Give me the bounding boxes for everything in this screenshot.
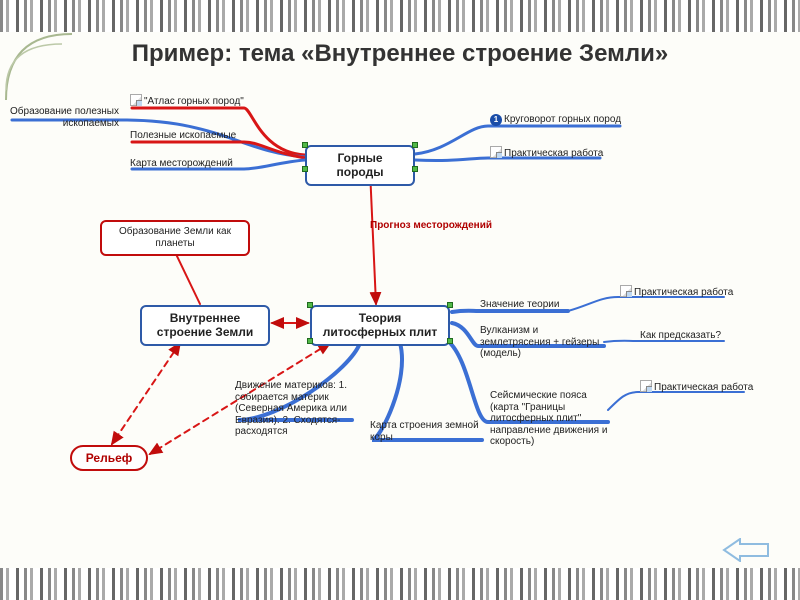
branch-cycle[interactable]: 1Круговорот горных пород: [490, 114, 621, 126]
node-relief[interactable]: Рельеф: [70, 445, 148, 471]
note-icon: [490, 146, 502, 158]
branch-edu[interactable]: Образование полезных ископаемых: [10, 106, 119, 129]
back-arrow-button[interactable]: [722, 538, 770, 562]
decorative-stripe-bottom: [0, 568, 800, 600]
resize-handle[interactable]: [447, 338, 453, 344]
resize-handle[interactable]: [307, 338, 313, 344]
note-icon: [130, 94, 142, 106]
resize-handle[interactable]: [302, 142, 308, 148]
branch-move[interactable]: Движение материков: 1. собирается матери…: [235, 380, 347, 438]
branch-crust[interactable]: Карта строения земной коры: [370, 420, 479, 443]
branch-useful[interactable]: Полезные ископаемые: [130, 130, 236, 142]
resize-handle[interactable]: [412, 142, 418, 148]
branch-volcan[interactable]: Вулканизм и землетрясения + гейзеры (мод…: [480, 325, 599, 360]
branch-atlas[interactable]: "Атлас горных пород": [130, 94, 244, 108]
node-planet[interactable]: Образование Земли как планеты: [100, 220, 250, 256]
resize-handle[interactable]: [302, 166, 308, 172]
branch-pract1[interactable]: Практическая работа: [490, 146, 603, 160]
page-title: Пример: тема «Внутреннее строение Земли»: [0, 40, 800, 68]
decorative-stripe-top: [0, 0, 800, 32]
note-icon: [640, 380, 652, 392]
resize-handle[interactable]: [412, 166, 418, 172]
node-inner[interactable]: Внутреннее строение Земли: [140, 305, 270, 346]
note-icon: [620, 285, 632, 297]
branch-seismic[interactable]: Сейсмические пояса (карта "Границы литос…: [490, 390, 607, 448]
branch-meaning[interactable]: Значение теории: [480, 299, 559, 311]
edge-label-forecast: Прогноз месторождений: [370, 220, 492, 231]
branch-mapdep[interactable]: Карта месторождений: [130, 158, 233, 170]
resize-handle[interactable]: [307, 302, 313, 308]
number-icon: 1: [490, 114, 502, 126]
node-rocks[interactable]: Горные породы: [305, 145, 415, 186]
mindmap-diagram: Горные породы Образование Земли как план…: [0, 90, 800, 560]
branch-howpred[interactable]: Как предсказать?: [640, 330, 721, 342]
branch-pract2[interactable]: Практическая работа: [620, 285, 733, 299]
node-theory[interactable]: Теория литосферных плит: [310, 305, 450, 346]
resize-handle[interactable]: [447, 302, 453, 308]
branch-pract3[interactable]: Практическая работа: [640, 380, 753, 394]
